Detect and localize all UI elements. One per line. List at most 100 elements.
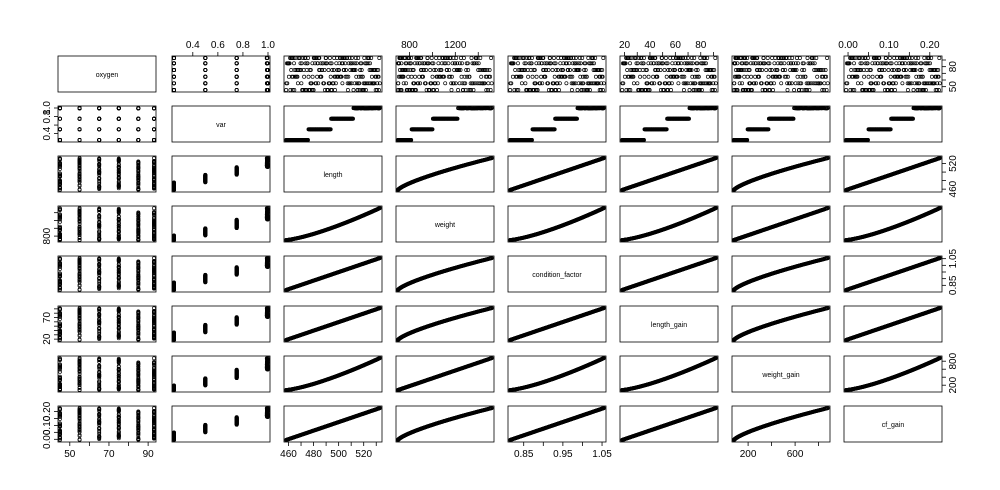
point-oxygen-condition_factor-158 (569, 88, 574, 92)
point-oxygen-condition_factor-30 (519, 81, 524, 86)
point-oxygen-length_gain-113 (664, 61, 669, 66)
point-oxygen-length-235 (376, 68, 381, 72)
point-oxygen-weight_gain-121 (769, 81, 774, 86)
point-oxygen-condition_factor-172 (575, 88, 580, 92)
point-oxygen-condition_factor-180 (578, 61, 583, 66)
point-oxygen-length_gain-79 (651, 74, 656, 79)
point-oxygen-condition_factor-114 (552, 74, 557, 79)
point-oxygen-var-237 (265, 88, 270, 92)
point-oxygen-weight_gain-113 (766, 61, 771, 66)
point-var-oxygen-39 (77, 138, 82, 142)
point-oxygen-weight_gain-145 (779, 61, 784, 66)
point-oxygen-weight-125 (435, 88, 439, 92)
point-oxygen-weight_gain-129 (772, 74, 777, 79)
point-oxygen-var-56 (172, 56, 176, 60)
point-oxygen-weight_gain-146 (780, 56, 785, 60)
point-oxygen-condition_factor-168 (573, 56, 578, 60)
point-oxygen-length_gain-30 (631, 81, 636, 86)
point-var-oxygen-170 (136, 116, 141, 121)
point-oxygen-condition_factor-33 (521, 56, 525, 60)
point-oxygen-length_gain-108 (662, 68, 667, 72)
point-oxygen-weight-11 (397, 88, 402, 92)
point-oxygen-weight-194 (466, 88, 471, 92)
point-oxygen-weight-98 (424, 68, 429, 72)
point-oxygen-weight_gain-44 (741, 56, 746, 60)
point-oxygen-length_gain-78 (650, 56, 655, 60)
point-oxygen-condition_factor-98 (546, 68, 551, 72)
point-oxygen-var-170 (234, 61, 239, 66)
diagonal-label-var: var (216, 122, 226, 129)
point-oxygen-cf_gain-200 (922, 56, 927, 60)
point-oxygen-length-231 (374, 68, 379, 72)
point-oxygen-condition_factor-29 (519, 74, 524, 79)
point-var-oxygen-107 (58, 127, 62, 132)
panel-frame (57, 55, 157, 93)
point-oxygen-weight-196 (467, 74, 472, 79)
point-oxygen-length_gain-70 (647, 88, 652, 92)
point-oxygen-length-168 (349, 56, 354, 60)
point-oxygen-condition_factor-125 (557, 88, 561, 92)
point-oxygen-length-40 (299, 61, 304, 66)
point-oxygen-length-68 (310, 74, 315, 79)
point-oxygen-weight-226 (482, 81, 487, 86)
point-oxygen-cf_gain-30 (855, 81, 860, 86)
point-oxygen-var-108 (203, 68, 208, 72)
point-oxygen-length_gain-85 (653, 56, 658, 60)
point-oxygen-length-177 (353, 68, 358, 72)
panel-var-vs-weight (395, 105, 495, 143)
point-oxygen-weight_gain-81 (753, 61, 758, 66)
point-oxygen-length-44 (301, 56, 306, 60)
point-oxygen-length_gain-176 (689, 61, 693, 66)
point-oxygen-condition_factor-188 (581, 88, 586, 92)
point-oxygen-length_gain-18 (627, 74, 632, 79)
point-oxygen-var-158 (234, 88, 239, 92)
point-oxygen-weight_gain-142 (778, 61, 783, 66)
point-oxygen-condition_factor-151 (567, 61, 572, 66)
point-oxygen-length-13 (289, 68, 294, 72)
point-oxygen-var-112 (203, 56, 208, 60)
point-oxygen-weight_gain-21 (735, 88, 740, 92)
point-oxygen-length_gain-193 (695, 68, 700, 72)
point-oxygen-cf_gain-158 (905, 88, 910, 92)
point-oxygen-length_gain-226 (708, 81, 713, 86)
point-oxygen-length_gain-88 (654, 61, 659, 66)
point-oxygen-weight-199 (469, 88, 473, 92)
point-oxygen-condition_factor-82 (540, 81, 545, 86)
point-oxygen-weight_gain-63 (747, 68, 752, 72)
point-oxygen-weight_gain-160 (786, 61, 791, 66)
point-oxygen-length-94 (320, 61, 325, 66)
point-oxygen-condition_factor-131 (559, 68, 564, 72)
point-oxygen-condition_factor-35 (521, 68, 526, 72)
panel-length-vs-length_gain (619, 155, 719, 193)
panel-frame (57, 105, 157, 143)
point-oxygen-length-55 (305, 61, 310, 66)
point-var-oxygen-167 (77, 116, 82, 121)
point-oxygen-weight-202 (470, 61, 475, 66)
point-oxygen-length-121 (331, 81, 336, 86)
point-oxygen-condition_factor-3 (509, 81, 514, 86)
point-oxygen-weight-162 (451, 56, 456, 60)
point-oxygen-length-29 (295, 74, 300, 79)
point-oxygen-weight-239 (489, 81, 494, 86)
panel-length-vs-oxygen (57, 155, 157, 193)
point-oxygen-condition_factor-231 (598, 68, 603, 72)
point-oxygen-length-79 (315, 74, 320, 79)
point-oxygen-condition_factor-239 (601, 81, 606, 86)
point-oxygen-condition_factor-199 (585, 88, 590, 92)
point-oxygen-weight_gain-167 (789, 81, 794, 86)
point-oxygen-length-196 (360, 74, 365, 79)
point-oxygen-length-164 (348, 68, 353, 72)
point-oxygen-length-65 (309, 81, 314, 86)
point-oxygen-weight_gain-193 (802, 68, 807, 72)
point-oxygen-weight_gain-116 (767, 61, 772, 66)
point-oxygen-length_gain-155 (680, 74, 685, 79)
point-oxygen-weight_gain-67 (748, 61, 753, 66)
point-oxygen-weight-150 (445, 56, 450, 60)
point-oxygen-cf_gain-108 (886, 68, 891, 72)
point-oxygen-length_gain-39 (635, 81, 640, 86)
point-oxygen-weight-135 (439, 68, 444, 72)
point-var-oxygen-52 (58, 138, 62, 142)
point-oxygen-weight_gain-30 (737, 81, 742, 86)
point-oxygen-weight_gain-180 (796, 61, 800, 66)
point-oxygen-condition_factor-230 (598, 74, 603, 79)
